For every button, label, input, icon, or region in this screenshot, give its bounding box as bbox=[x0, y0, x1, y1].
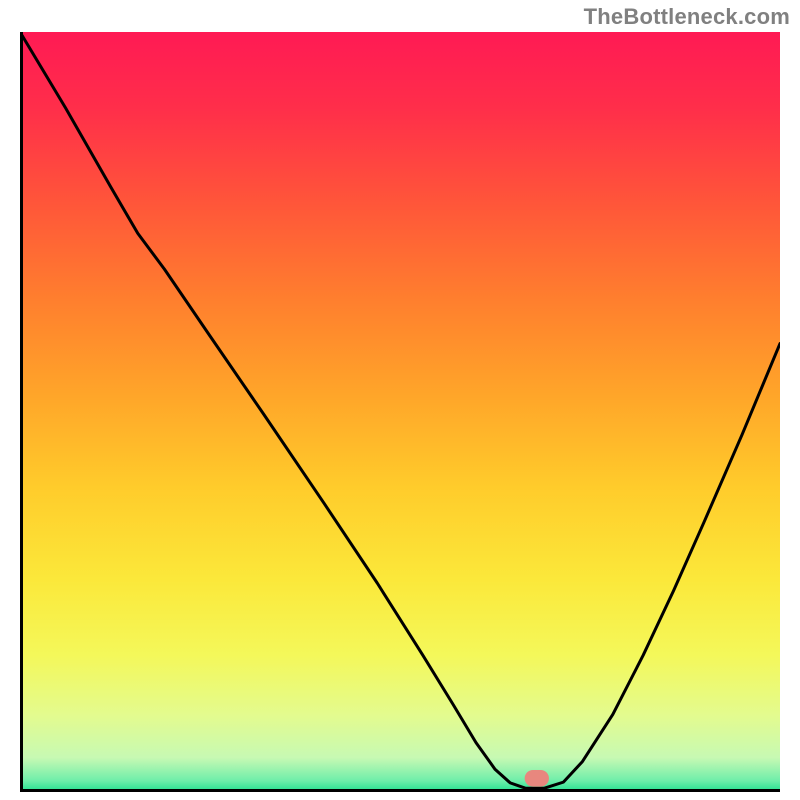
plot-area bbox=[20, 32, 780, 792]
watermark-text: TheBottleneck.com bbox=[584, 4, 790, 30]
plot-svg bbox=[20, 32, 780, 792]
chart-container: TheBottleneck.com bbox=[0, 0, 800, 800]
gradient-background bbox=[20, 32, 780, 792]
optimal-point-marker bbox=[525, 770, 549, 787]
